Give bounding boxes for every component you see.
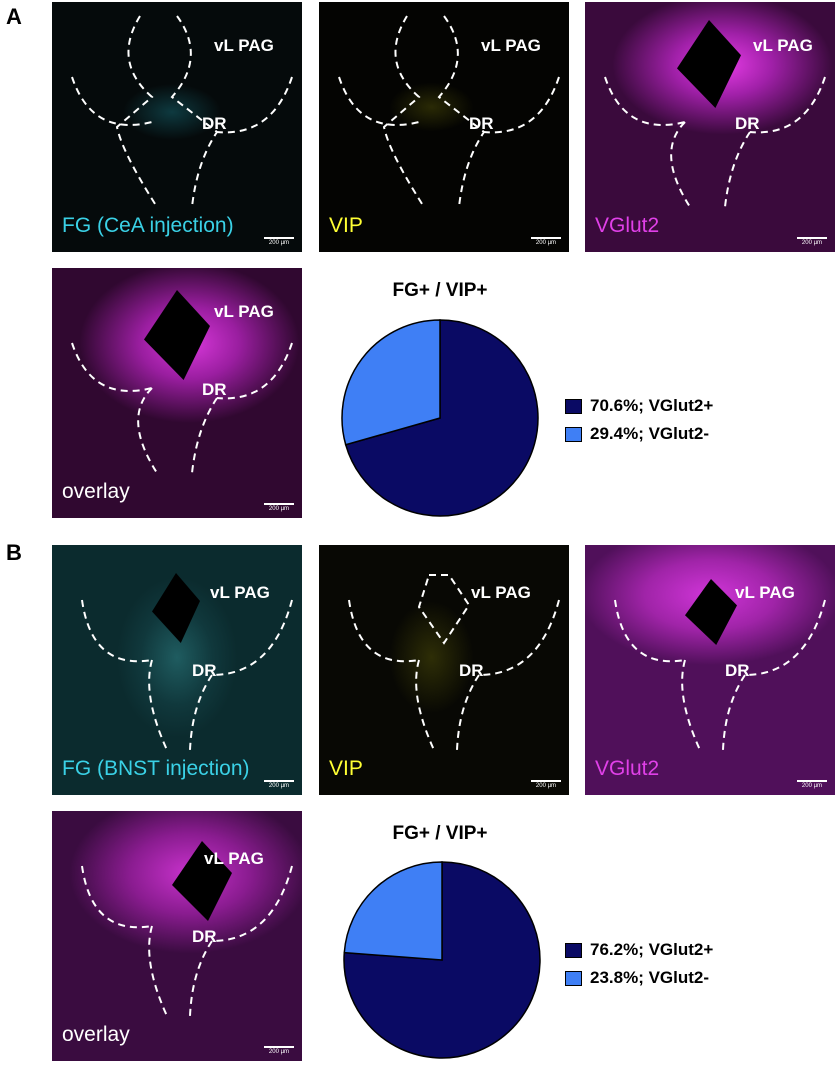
panel-letter-a: A <box>6 4 22 29</box>
pie-title-a: FG+ / VIP+ <box>392 280 488 301</box>
legend-label: 70.6%; VGlut2+ <box>590 396 714 415</box>
dr-label: DR <box>469 114 494 133</box>
pie-title-b: FG+ / VIP+ <box>392 823 488 844</box>
channel-label: FG (BNST injection) <box>62 757 250 780</box>
legend-swatch <box>565 426 582 442</box>
vl-pag-label: vL PAG <box>753 36 813 55</box>
scale-bar: 200 µm <box>797 237 827 246</box>
channel-label: VGlut2 <box>595 757 660 780</box>
micrograph-vip-b: vL PAG DR VIP 200 µm <box>319 545 569 795</box>
scale-bar: 200 µm <box>264 780 294 789</box>
channel-label: VGlut2 <box>595 214 660 237</box>
scale-bar-label: 200 µm <box>535 240 557 246</box>
legend-swatch <box>565 942 582 958</box>
channel-label: overlay <box>62 1023 130 1046</box>
scale-bar: 200 µm <box>531 780 561 789</box>
legend-item: 29.4%; VGlut2- <box>565 420 713 448</box>
pie-slice-0 <box>343 861 541 1059</box>
dr-label: DR <box>725 661 750 680</box>
legend-item: 23.8%; VGlut2- <box>565 964 713 992</box>
scale-bar-label: 200 µm <box>268 1049 290 1055</box>
micrograph-overlay-b: vL PAG DR overlay 200 µm <box>52 811 302 1061</box>
panel-letter-b: B <box>6 540 22 565</box>
dr-label: DR <box>202 114 227 133</box>
micrograph-vip-a: vL PAG DR VIP 200 µm <box>319 2 569 252</box>
scale-bar-label: 200 µm <box>801 783 823 789</box>
legend-b: 76.2%; VGlut2+ 23.8%; VGlut2- <box>565 936 713 992</box>
vl-pag-label: vL PAG <box>214 36 274 55</box>
dr-label: DR <box>459 661 484 680</box>
legend-a: 70.6%; VGlut2+ 29.4%; VGlut2- <box>565 392 713 448</box>
micrograph-vglut2-a: vL PAG DR VGlut2 200 µm <box>585 2 835 252</box>
legend-item: 70.6%; VGlut2+ <box>565 392 713 420</box>
legend-item: 76.2%; VGlut2+ <box>565 936 713 964</box>
legend-swatch <box>565 398 582 414</box>
scale-bar: 200 µm <box>264 1046 294 1055</box>
pie-slice-1 <box>341 319 441 446</box>
channel-label: FG (CeA injection) <box>62 214 234 237</box>
vl-pag-label: vL PAG <box>204 849 264 868</box>
pie-slice-0 <box>344 319 539 517</box>
scale-bar-label: 200 µm <box>801 240 823 246</box>
scale-bar-label: 200 µm <box>268 506 290 512</box>
legend-label: 23.8%; VGlut2- <box>590 968 710 987</box>
scale-bar: 200 µm <box>797 780 827 789</box>
dr-label: DR <box>192 661 217 680</box>
legend-label: 76.2%; VGlut2+ <box>590 940 714 959</box>
micrograph-overlay-a: vL PAG DR overlay 200 µm <box>52 268 302 518</box>
vl-pag-label: vL PAG <box>210 583 270 602</box>
vl-pag-label: vL PAG <box>481 36 541 55</box>
dr-label: DR <box>192 927 217 946</box>
vl-pag-label: vL PAG <box>471 583 531 602</box>
pie-chart-a <box>341 319 539 517</box>
vl-pag-label: vL PAG <box>735 583 795 602</box>
micrograph-fg-bnst: vL PAG DR FG (BNST injection) 200 µm <box>52 545 302 795</box>
scale-bar: 200 µm <box>264 503 294 512</box>
scale-bar-label: 200 µm <box>535 783 557 789</box>
dr-label: DR <box>202 380 227 399</box>
scale-bar-label: 200 µm <box>268 783 290 789</box>
scale-bar-label: 200 µm <box>268 240 290 246</box>
micrograph-vglut2-b: vL PAG DR VGlut2 200 µm <box>585 545 835 795</box>
pie-chart-b <box>343 861 541 1059</box>
vl-pag-label: vL PAG <box>214 302 274 321</box>
scale-bar: 200 µm <box>264 237 294 246</box>
channel-label: VIP <box>329 214 363 237</box>
pie-slice-1 <box>343 861 443 961</box>
channel-label: overlay <box>62 480 130 503</box>
scale-bar: 200 µm <box>531 237 561 246</box>
legend-label: 29.4%; VGlut2- <box>590 424 710 443</box>
micrograph-fg-cea: vL PAG DR FG (CeA injection) 200 µm <box>52 2 302 252</box>
legend-swatch <box>565 970 582 986</box>
dr-label: DR <box>735 114 760 133</box>
channel-label: VIP <box>329 757 363 780</box>
